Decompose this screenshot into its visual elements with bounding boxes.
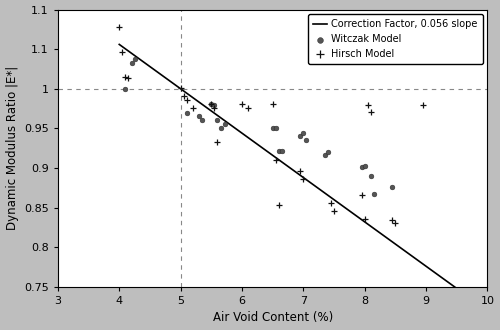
Witczak Model (296, 133, 304, 138)
Witczak Model (278, 148, 286, 153)
Witczak Model (214, 117, 222, 122)
Witczak Model (128, 61, 136, 66)
Hirsch Model (419, 103, 427, 108)
Witczak Model (272, 125, 280, 130)
Hirsch Model (208, 101, 216, 107)
Hirsch Model (210, 105, 218, 111)
Witczak Model (324, 149, 332, 155)
Hirsch Model (388, 218, 396, 223)
Hirsch Model (189, 105, 197, 111)
Witczak Model (122, 86, 130, 91)
Witczak Model (321, 152, 329, 157)
Hirsch Model (367, 109, 375, 115)
Witczak Model (183, 110, 191, 115)
Hirsch Model (180, 93, 188, 99)
Witczak Model (367, 173, 375, 179)
Witczak Model (198, 117, 206, 122)
Legend: Correction Factor, 0.056 slope, Witczak Model, Hirsch Model: Correction Factor, 0.056 slope, Witczak … (308, 15, 482, 64)
Hirsch Model (330, 208, 338, 214)
Hirsch Model (116, 24, 124, 30)
Hirsch Model (327, 200, 335, 206)
Y-axis label: Dynamic Modulus Ratio |E*|: Dynamic Modulus Ratio |E*| (6, 66, 18, 230)
Witczak Model (268, 125, 276, 130)
Witczak Model (216, 125, 224, 130)
Witczak Model (210, 103, 218, 108)
Witczak Model (370, 191, 378, 197)
Witczak Model (195, 113, 203, 118)
Hirsch Model (275, 203, 283, 208)
Hirsch Model (296, 169, 304, 174)
Hirsch Model (176, 85, 184, 91)
Witczak Model (302, 138, 310, 143)
Hirsch Model (124, 76, 132, 81)
Hirsch Model (183, 97, 191, 103)
Hirsch Model (268, 101, 276, 107)
Hirsch Model (392, 220, 400, 225)
Witczak Model (300, 130, 308, 136)
Hirsch Model (122, 74, 130, 80)
Hirsch Model (244, 105, 252, 111)
Witczak Model (208, 101, 216, 107)
Hirsch Model (360, 216, 368, 221)
Hirsch Model (364, 103, 372, 108)
Witczak Model (358, 165, 366, 170)
Hirsch Model (358, 192, 366, 198)
Hirsch Model (214, 139, 222, 145)
Hirsch Model (238, 101, 246, 107)
Hirsch Model (300, 177, 308, 182)
Witczak Model (275, 148, 283, 153)
Hirsch Model (118, 50, 126, 55)
Witczak Model (221, 121, 229, 126)
Hirsch Model (272, 157, 280, 163)
Witczak Model (388, 184, 396, 190)
X-axis label: Air Void Content (%): Air Void Content (%) (212, 312, 333, 324)
Witczak Model (130, 56, 138, 61)
Witczak Model (360, 164, 368, 169)
